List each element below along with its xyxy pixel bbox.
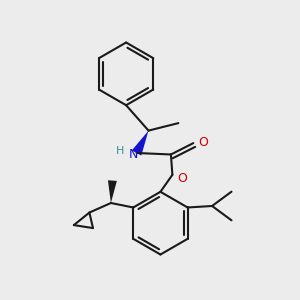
Text: O: O — [177, 172, 187, 185]
Text: H: H — [116, 146, 124, 156]
Text: O: O — [198, 136, 208, 149]
Polygon shape — [132, 130, 148, 155]
Text: N: N — [128, 148, 138, 161]
Polygon shape — [108, 180, 117, 203]
